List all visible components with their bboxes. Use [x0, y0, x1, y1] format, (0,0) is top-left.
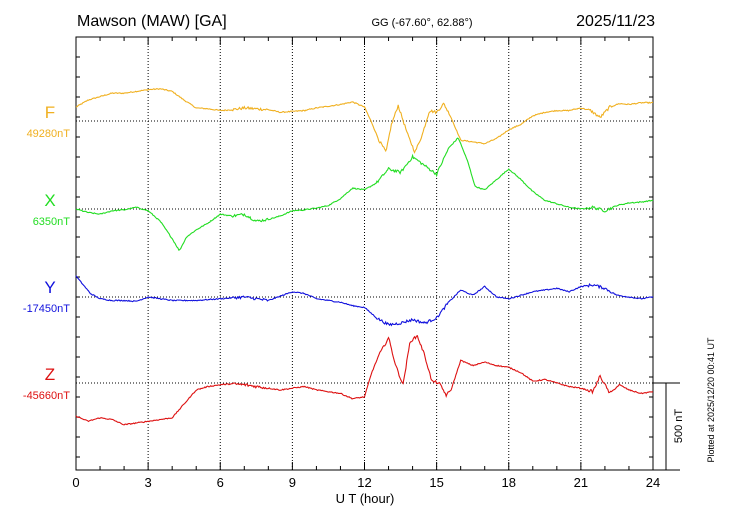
baseline-label-f: 49280nT	[27, 128, 71, 140]
plotted-timestamp: Plotted at 2025/12/20 00:41 UT	[706, 337, 716, 463]
x-tick-label: 24	[646, 475, 660, 490]
series-name-y: Y	[44, 278, 55, 297]
series-labels: F 49280nT X 6350nT Y -17450nT Z -45660nT	[23, 103, 70, 402]
vertical-gridlines	[147, 37, 582, 470]
series-line-z	[75, 335, 654, 426]
series-line-y	[75, 275, 654, 327]
station-coordinates: GG (-67.60°, 62.88°)	[371, 17, 472, 29]
x-tick-label: 9	[289, 475, 296, 490]
series-name-f: F	[45, 103, 55, 122]
x-tick-label: 18	[502, 475, 516, 490]
x-tick-label: 6	[217, 475, 224, 490]
scale-bar-label: 500 nT	[673, 409, 685, 444]
x-axis-label: U T (hour)	[336, 491, 395, 506]
scale-bar	[653, 382, 680, 471]
x-tick-label: 3	[145, 475, 152, 490]
x-tick-label: 21	[574, 475, 588, 490]
baseline-label-z: -45660nT	[23, 390, 70, 402]
series-name-z: Z	[45, 365, 55, 384]
series-line-x	[75, 137, 654, 252]
series-line-f	[75, 88, 654, 154]
plot-date: 2025/11/23	[576, 13, 655, 30]
x-tick-labels: 0 3 6 9 12 15 18 21 24	[72, 475, 660, 490]
station-title: Mawson (MAW) [GA]	[77, 13, 227, 30]
series-name-x: X	[44, 191, 55, 210]
baseline-label-y: -17450nT	[23, 303, 70, 315]
series-layer	[75, 88, 654, 426]
baseline-label-x: 6350nT	[33, 216, 71, 228]
x-tick-label: 15	[429, 475, 443, 490]
x-tick-label: 12	[357, 475, 371, 490]
x-tick-label: 0	[72, 475, 79, 490]
